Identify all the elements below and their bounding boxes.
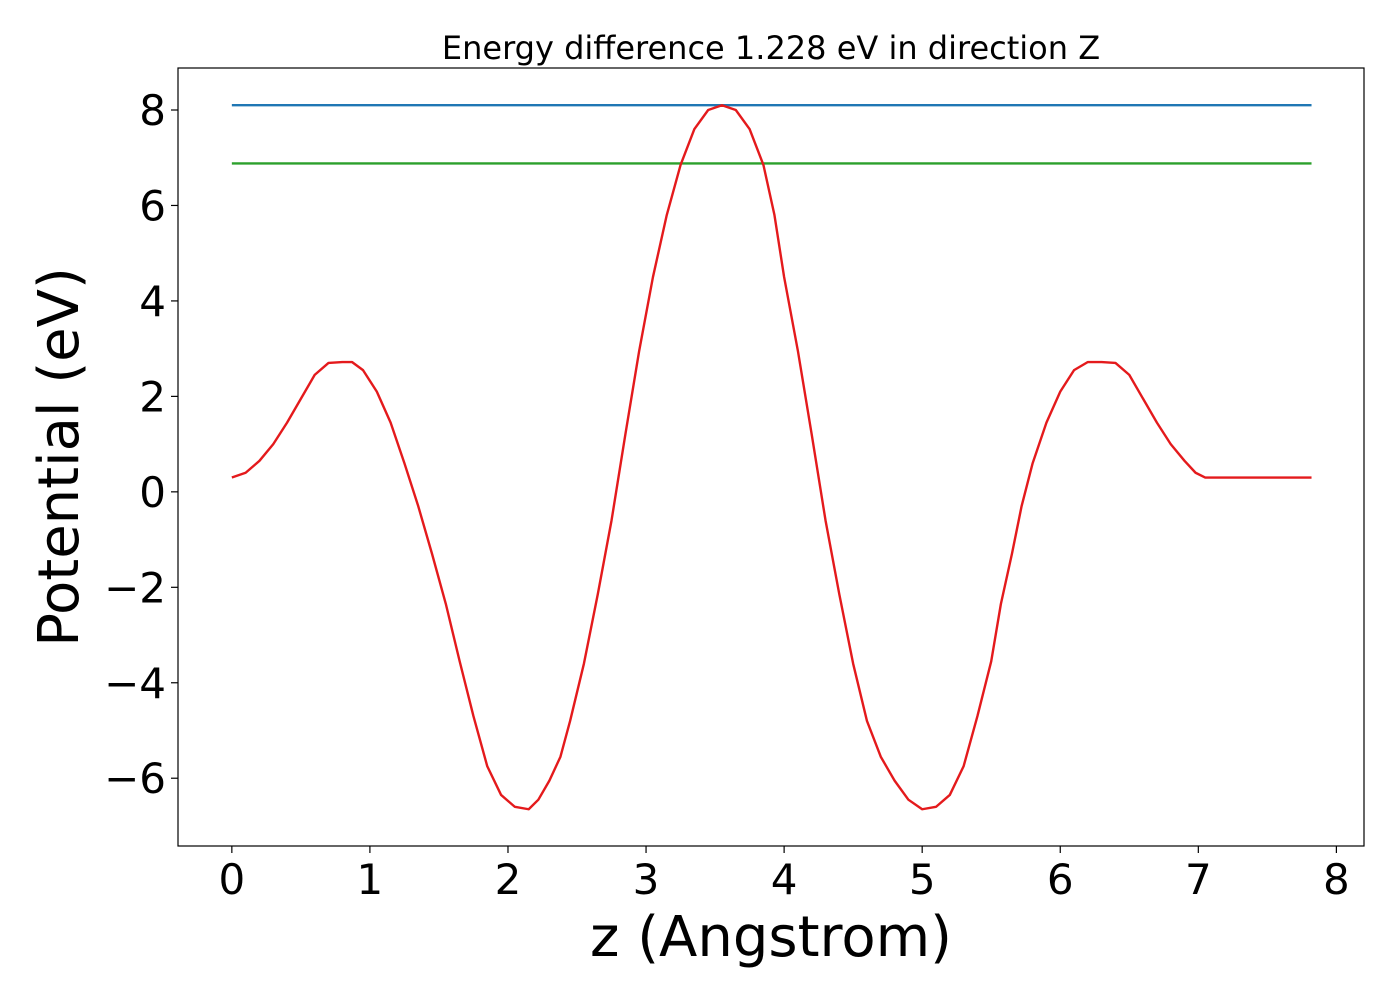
y-tick-label: −4	[104, 659, 166, 708]
y-tick-label: 8	[139, 86, 166, 135]
x-tick-label: 5	[909, 855, 936, 904]
y-tick-label: −6	[104, 754, 166, 803]
y-axis-title: Potential (eV)	[27, 267, 92, 647]
y-tick-label: 0	[139, 468, 166, 517]
y-tick-label: 4	[139, 277, 166, 326]
chart-title: Energy difference 1.228 eV in direction …	[442, 29, 1100, 67]
x-axis-title: z (Angstrom)	[590, 905, 952, 970]
plot-area-frame	[177, 67, 1365, 847]
y-tick-label: −2	[104, 563, 166, 612]
x-tick-label: 3	[633, 855, 660, 904]
x-axis: 0 1 2 3 4 5 6 7 8	[218, 846, 1350, 904]
series-layer	[231, 104, 1312, 811]
y-axis: −6 −4 −2 0 2 4 6 8	[104, 86, 178, 803]
y-tick-label: 6	[139, 181, 166, 230]
x-tick-label: 1	[357, 855, 384, 904]
series-line-3	[231, 104, 1312, 811]
x-tick-label: 8	[1323, 855, 1350, 904]
x-tick-label: 7	[1185, 855, 1212, 904]
y-tick-label: 2	[139, 372, 166, 421]
x-tick-label: 2	[495, 855, 522, 904]
x-tick-label: 0	[218, 855, 245, 904]
x-tick-label: 6	[1047, 855, 1074, 904]
x-tick-label: 4	[771, 855, 798, 904]
